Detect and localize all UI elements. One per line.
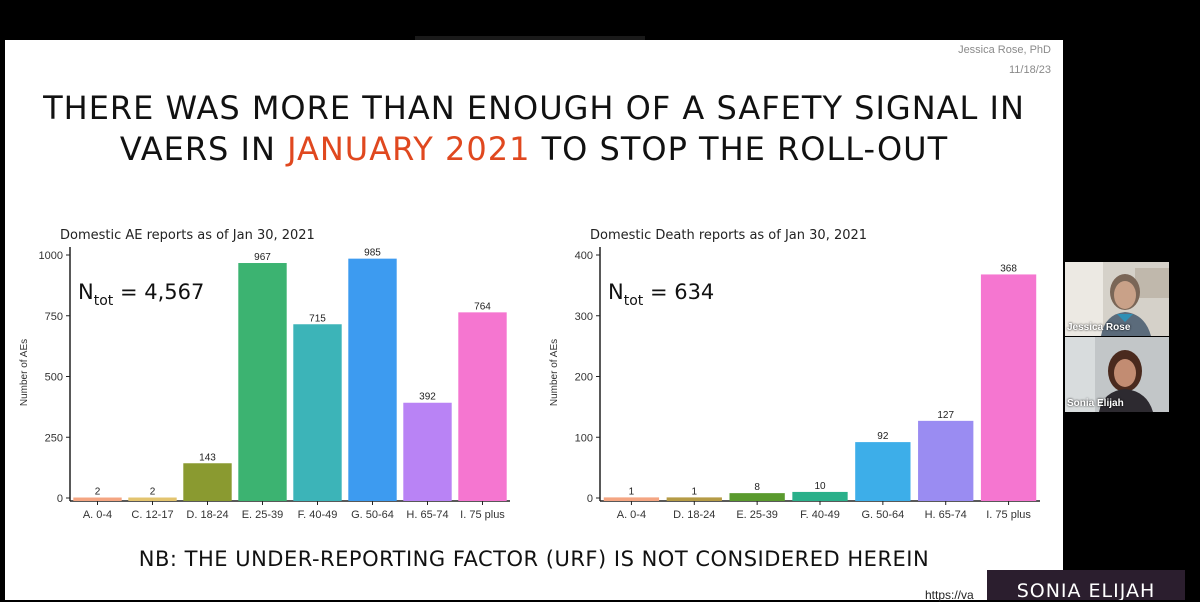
data-label: 985 xyxy=(364,248,381,259)
bar xyxy=(348,258,397,501)
data-label: 715 xyxy=(309,313,326,324)
title-line-2-post: TO STOP THE ROLL-OUT xyxy=(530,130,949,168)
data-label: 127 xyxy=(937,410,954,421)
y-tick-label: 200 xyxy=(575,372,593,384)
bar xyxy=(666,497,722,501)
chart-title: Domestic AE reports as of Jan 30, 2021 xyxy=(60,228,315,243)
x-tick-label: D. 18-24 xyxy=(673,509,715,521)
y-tick-label: 0 xyxy=(57,493,63,505)
n-total-subscript: tot xyxy=(94,293,114,309)
n-total-prefix: N xyxy=(608,280,624,304)
x-tick-label: E. 25-39 xyxy=(242,509,284,521)
bar xyxy=(603,497,660,501)
author-date: 11/18/23 xyxy=(1008,64,1051,76)
y-tick-label: 300 xyxy=(575,311,593,323)
n-total-value: = 4,567 xyxy=(113,280,204,304)
x-tick-label: G. 50-64 xyxy=(351,509,394,521)
data-label: 2 xyxy=(95,487,101,498)
x-tick-label: C. 12-17 xyxy=(131,509,173,521)
data-label: 143 xyxy=(199,452,216,463)
slide-title: THERE WAS MORE THAN ENOUGH OF A SAFETY S… xyxy=(5,88,1063,170)
bar xyxy=(403,402,452,501)
x-tick-label: D. 18-24 xyxy=(186,509,228,521)
speaker-caption: SONIA ELIJAH xyxy=(987,570,1185,600)
bar xyxy=(73,497,122,501)
participant-name: Sonia Elijah xyxy=(1067,398,1124,409)
n-total-subscript: tot xyxy=(624,293,644,309)
n-total-annotation: Ntot = 634 xyxy=(608,280,714,309)
bar xyxy=(918,420,974,501)
x-tick-label: G. 50-64 xyxy=(861,509,904,521)
footnote: NB: THE UNDER-REPORTING FACTOR (URF) IS … xyxy=(138,547,930,571)
bar xyxy=(729,493,785,501)
bar xyxy=(293,324,342,501)
x-tick-label: A. 0-4 xyxy=(617,509,646,521)
participant-video-icon xyxy=(1065,262,1169,336)
title-highlight: JANUARY 2021 xyxy=(287,130,531,168)
data-label: 10 xyxy=(814,481,826,492)
y-tick-label: 750 xyxy=(45,311,63,323)
chart-title: Domestic Death reports as of Jan 30, 202… xyxy=(590,228,867,243)
bar xyxy=(980,274,1037,501)
data-label: 1 xyxy=(629,486,635,497)
participant-tile-sonia-elijah[interactable]: Sonia Elijah xyxy=(1065,337,1169,412)
title-line-2: VAERS IN JANUARY 2021 TO STOP THE ROLL-O… xyxy=(5,129,1063,170)
bar xyxy=(183,463,232,501)
y-tick-label: 1000 xyxy=(39,250,63,262)
y-tick-label: 400 xyxy=(575,250,593,262)
title-line-2-pre: VAERS IN xyxy=(119,130,288,168)
data-label: 1 xyxy=(692,486,698,497)
y-tick-label: 100 xyxy=(575,432,593,444)
top-bar xyxy=(415,36,645,40)
author-name: Jessica Rose, PhD xyxy=(958,44,1051,56)
y-tick-label: 500 xyxy=(45,372,63,384)
n-total-annotation: Ntot = 4,567 xyxy=(78,280,204,309)
data-label: 8 xyxy=(754,482,760,493)
x-tick-label: A. 0-4 xyxy=(83,509,112,521)
y-tick-label: 0 xyxy=(587,493,593,505)
y-axis-label: Number of AEs xyxy=(549,339,560,406)
death-reports-chart: Domestic Death reports as of Jan 30, 202… xyxy=(549,228,1040,521)
participant-name: Jessica Rose xyxy=(1067,322,1131,333)
x-tick-label: I. 75 plus xyxy=(460,509,505,521)
y-axis-label: Number of AEs xyxy=(19,339,30,406)
data-label: 967 xyxy=(254,252,271,263)
participant-tile-jessica-rose[interactable]: Jessica Rose xyxy=(1065,262,1169,336)
data-label: 92 xyxy=(877,431,889,442)
x-tick-label: H. 65-74 xyxy=(406,509,448,521)
data-label: 368 xyxy=(1000,263,1017,274)
x-tick-label: F. 40-49 xyxy=(800,509,840,521)
bar xyxy=(238,263,287,501)
bar xyxy=(128,497,177,501)
x-tick-label: I. 75 plus xyxy=(986,509,1031,521)
n-total-prefix: N xyxy=(78,280,94,304)
data-label: 392 xyxy=(419,392,436,403)
bar xyxy=(458,312,507,501)
n-total-value: = 634 xyxy=(643,280,714,304)
source-url[interactable]: https://va xyxy=(925,588,974,602)
title-line-1: THERE WAS MORE THAN ENOUGH OF A SAFETY S… xyxy=(43,89,1025,127)
ae-reports-chart: Domestic AE reports as of Jan 30, 2021 0 2… xyxy=(19,228,510,521)
bar xyxy=(855,442,911,501)
data-label: 2 xyxy=(150,487,156,498)
data-label: 764 xyxy=(474,301,491,312)
presentation-slide: Jessica Rose, PhD 11/18/23 THERE WAS MOR… xyxy=(5,40,1063,602)
x-tick-label: F. 40-49 xyxy=(298,509,338,521)
y-tick-label: 250 xyxy=(45,432,63,444)
x-tick-label: E. 25-39 xyxy=(736,509,778,521)
x-tick-label: H. 65-74 xyxy=(925,509,967,521)
bar xyxy=(792,491,848,501)
participant-video-icon xyxy=(1065,337,1169,412)
